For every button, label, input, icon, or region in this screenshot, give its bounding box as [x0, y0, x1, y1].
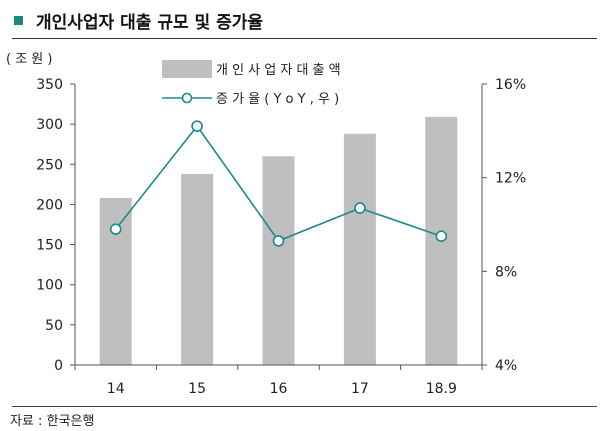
legend-line-label: 증 가 율 ( Y o Y , 우 ): [216, 92, 339, 107]
source-divider: [12, 406, 597, 407]
left-axis-tick-label: 250: [36, 157, 63, 173]
line-point: [272, 235, 285, 247]
x-axis: 14 15 16 17 18.9: [74, 364, 483, 397]
bar: [181, 173, 214, 365]
line-point: [354, 202, 366, 214]
line-series: [109, 120, 448, 247]
left-axis-tick-label: 200: [36, 197, 63, 213]
x-axis-tick-label: 18.9: [426, 381, 457, 397]
title-marker-icon: [14, 16, 23, 25]
x-axis-tick-label: 15: [188, 381, 206, 397]
bar: [262, 156, 295, 365]
source-note: 자료 : 한국은행: [10, 414, 95, 429]
title-bar: 개인사업자 대출 규모 및 증가율: [12, 8, 597, 39]
right-axis-tick-label: 16%: [495, 77, 526, 93]
left-axis-tick-label: 150: [36, 238, 63, 254]
line-point: [435, 230, 448, 243]
bar: [343, 133, 376, 365]
x-axis-tick-label: 14: [107, 381, 125, 397]
legend-bar-label: 개 인 사 업 자 대 출 액: [216, 63, 341, 78]
right-axis-tick-label: 8%: [495, 264, 517, 280]
y-axis-unit-label: ( 조 원 ): [6, 52, 52, 67]
right-axis-tick-label: 4%: [495, 358, 517, 374]
bar-series: [99, 116, 458, 365]
right-axis-tick-label: 12%: [495, 171, 526, 187]
line-point: [109, 223, 122, 235]
legend-line-marker-icon: [181, 92, 193, 104]
line-point: [191, 120, 203, 132]
x-axis-tick-label: 16: [270, 381, 288, 397]
left-axis: 0 50 100 150 200 250 300 350: [36, 77, 76, 374]
page-title: 개인사업자 대출 규모 및 증가율: [36, 13, 263, 33]
left-axis-tick-label: 100: [36, 278, 63, 294]
left-axis-tick-label: 50: [45, 318, 63, 334]
left-axis-tick-label: 350: [36, 77, 63, 93]
x-axis-tick-label: 17: [351, 381, 369, 397]
left-axis-tick-label: 300: [36, 117, 63, 133]
legend-bar-swatch: [162, 60, 212, 78]
legend: 개 인 사 업 자 대 출 액 증 가 율 ( Y o Y , 우 ): [162, 60, 341, 107]
bar: [99, 198, 132, 365]
title-divider: [12, 38, 597, 39]
left-axis-tick-label: 0: [54, 358, 63, 374]
right-axis: 4% 8% 12% 16%: [481, 77, 526, 374]
